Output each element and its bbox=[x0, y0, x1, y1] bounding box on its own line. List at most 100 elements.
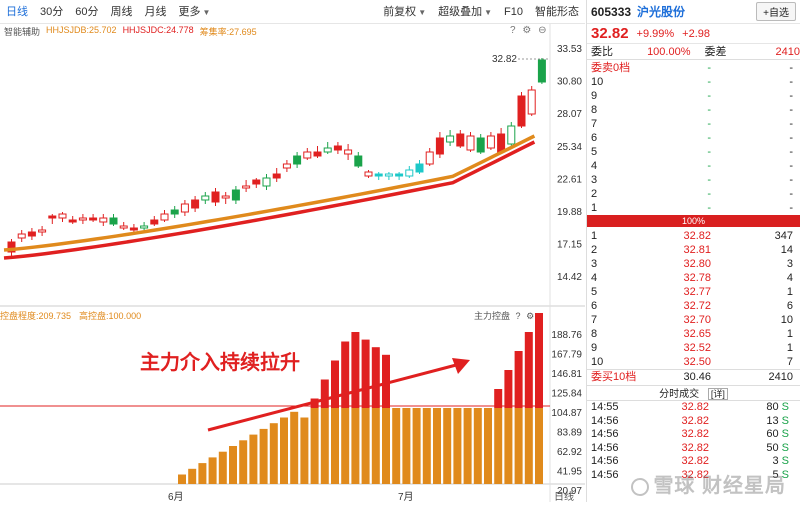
candle-body bbox=[180, 203, 189, 213]
close-icon[interactable]: ⊖ bbox=[538, 25, 547, 36]
level-price: - bbox=[707, 62, 711, 74]
candle-body bbox=[38, 229, 47, 233]
settings-icon[interactable]: ⚙ bbox=[522, 25, 532, 36]
level-volume: - bbox=[789, 90, 793, 102]
ask-row[interactable]: 1 - - bbox=[587, 201, 800, 215]
control-bar-base bbox=[453, 408, 462, 484]
candle-body bbox=[344, 149, 353, 155]
control-bar-high bbox=[361, 339, 370, 408]
candle-body bbox=[354, 155, 363, 167]
control-bar-base bbox=[310, 408, 319, 484]
bid-row[interactable]: 5 32.77 1 bbox=[587, 285, 800, 299]
candle-body bbox=[384, 173, 393, 177]
control-bar-high bbox=[341, 341, 350, 408]
level-label: 8 bbox=[591, 104, 598, 116]
candle-body bbox=[27, 231, 36, 237]
tick-vol: 80 bbox=[766, 401, 779, 413]
ask-row[interactable]: 8 - - bbox=[587, 103, 800, 117]
ticks-detail-link[interactable]: [详] bbox=[707, 388, 728, 400]
kline-chart-svg: 33.53 30.80 28.07 25.34 22.61 19.88 17.15 14.42… bbox=[0, 24, 585, 502]
candle-body bbox=[160, 213, 169, 221]
period-tab-60min[interactable]: 60分 bbox=[75, 5, 99, 18]
bid-row[interactable]: 3 32.80 3 bbox=[587, 257, 800, 271]
level-label: 6 bbox=[591, 132, 598, 144]
help-icon[interactable]: ? bbox=[510, 25, 516, 36]
ask-row[interactable]: 2 - - bbox=[587, 187, 800, 201]
bid-row[interactable]: 2 32.81 14 bbox=[587, 243, 800, 257]
control-bar-base bbox=[218, 451, 227, 484]
price-axis-label: 17.15 bbox=[557, 240, 582, 251]
control-bar-high bbox=[535, 313, 543, 408]
level-label: 1 bbox=[591, 202, 598, 214]
sub-indicator-control: 控盘程度:209.735 bbox=[0, 311, 72, 321]
sub-indicator-name[interactable]: 主力控盘 ? ⚙ bbox=[474, 309, 534, 322]
chevron-down-icon: ▼ bbox=[418, 7, 427, 17]
ticks-list[interactable]: 14:55 32.82 80 S 14:56 32.82 13 S 14:56 32.82 60… bbox=[587, 401, 800, 482]
candle-body bbox=[109, 217, 118, 225]
period-tab-monthly[interactable]: 月线 bbox=[144, 5, 167, 18]
kline-chart-area[interactable]: 33.53 30.80 28.07 25.34 22.61 19.88 17.15 14.42… bbox=[0, 24, 585, 502]
tick-vol: 60 bbox=[766, 428, 779, 440]
bid-total-vol: 2410 bbox=[768, 371, 793, 383]
adjust-dropdown[interactable]: 前复权 ▼ bbox=[377, 0, 432, 24]
tick-price: 32.82 bbox=[681, 401, 709, 413]
candle-body bbox=[415, 163, 424, 173]
ask-row[interactable]: 9 - - bbox=[587, 89, 800, 103]
tick-volume: 50 S bbox=[709, 442, 789, 456]
candle-body bbox=[262, 177, 271, 187]
f10-button[interactable]: F10 bbox=[504, 5, 523, 18]
smart-pattern-button[interactable]: 智能形态 bbox=[535, 5, 579, 18]
period-tab-weekly[interactable]: 周线 bbox=[110, 5, 133, 18]
watermark: 雪球 财经星局 bbox=[631, 469, 786, 498]
tick-time: 14:56 bbox=[591, 428, 619, 440]
bid-row[interactable]: 4 32.78 4 bbox=[587, 271, 800, 285]
level-price: 32.50 bbox=[683, 356, 711, 368]
level-volume: 6 bbox=[786, 300, 793, 312]
help-icon[interactable]: ? bbox=[515, 311, 521, 321]
annotation-text: 主力介入持续拉升 bbox=[140, 352, 300, 374]
period-tab-daily[interactable]: 日线 bbox=[6, 5, 28, 18]
price-axis-label: 28.07 bbox=[557, 109, 582, 120]
ask-row[interactable]: 4 - - bbox=[587, 159, 800, 173]
ask-row[interactable]: 6 - - bbox=[587, 131, 800, 145]
level-price: - bbox=[707, 118, 711, 130]
candle-body bbox=[7, 241, 16, 253]
bid-row[interactable]: 1 32.82 347 bbox=[587, 229, 800, 243]
ask-row[interactable]: 5 - - bbox=[587, 145, 800, 159]
level-price: 32.65 bbox=[683, 328, 711, 340]
bid-row[interactable]: 6 32.72 6 bbox=[587, 299, 800, 313]
level-price: 32.78 bbox=[683, 272, 711, 284]
candle-body bbox=[466, 135, 475, 151]
control-bar-base bbox=[259, 428, 268, 484]
ask-row[interactable]: 委卖0档 - - bbox=[587, 61, 800, 75]
tick-side: S bbox=[781, 455, 789, 467]
overlay-dropdown[interactable]: 超级叠加 ▼ bbox=[432, 0, 498, 24]
control-bar-base bbox=[392, 408, 401, 484]
ask-row[interactable]: 3 - - bbox=[587, 173, 800, 187]
bid-row[interactable]: 9 32.52 1 bbox=[587, 341, 800, 355]
level-price: - bbox=[707, 132, 711, 144]
tick-time: 14:56 bbox=[591, 468, 619, 481]
level-label: 3 bbox=[591, 258, 598, 270]
bid-row[interactable]: 8 32.65 1 bbox=[587, 327, 800, 341]
stock-name[interactable]: 沪光股份 bbox=[637, 5, 686, 19]
indicator-name[interactable]: 智能辅助 bbox=[4, 27, 41, 37]
bid-row[interactable]: 7 32.70 10 bbox=[587, 313, 800, 327]
tick-price: 32.82 bbox=[681, 455, 709, 467]
bid-row[interactable]: 10 32.50 7 bbox=[587, 355, 800, 369]
tick-time: 14:56 bbox=[591, 455, 619, 467]
candle-body bbox=[303, 151, 312, 159]
period-more-dropdown[interactable]: 更多 ▼ bbox=[173, 0, 217, 24]
candle-body bbox=[446, 135, 455, 143]
level-label: 2 bbox=[591, 188, 598, 200]
ask-row[interactable]: 10 - - bbox=[587, 75, 800, 89]
sub-axis-label: 41.95 bbox=[557, 467, 582, 478]
sub-axis-label: 104.87 bbox=[551, 408, 582, 419]
settings-icon[interactable]: ⚙ bbox=[526, 311, 535, 321]
ask-row[interactable]: 7 - - bbox=[587, 117, 800, 131]
control-bar-high bbox=[494, 389, 503, 408]
tick-row: 14:56 32.82 50 S bbox=[587, 442, 800, 456]
tick-volume: 13 S bbox=[709, 415, 789, 429]
period-tab-30min[interactable]: 30分 bbox=[40, 5, 64, 18]
add-watchlist-button[interactable]: +自选 bbox=[756, 2, 796, 21]
